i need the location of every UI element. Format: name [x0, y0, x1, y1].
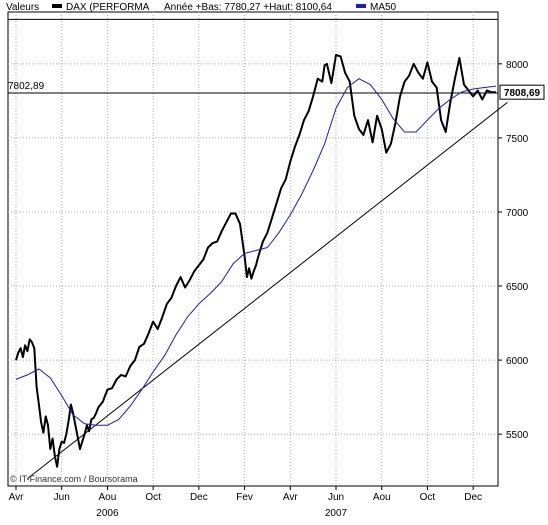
header-ma-label: MA50: [370, 2, 397, 13]
x-tick-label: Avr: [283, 492, 298, 503]
x-tick-label: Avr: [9, 492, 24, 503]
trendline-layer: [27, 101, 508, 479]
year-label: 2007: [325, 508, 348, 519]
legend-price-swatch: [52, 4, 62, 8]
header-valeurs-label: Valeurs: [6, 2, 39, 13]
x-tick-label: Oct: [145, 492, 161, 503]
y-tick-label: 7500: [506, 134, 529, 145]
y-tick-label: 6500: [506, 282, 529, 293]
x-tick-label: Aou: [99, 492, 117, 503]
support-trendline: [27, 101, 508, 479]
plot-frame: [7, 11, 499, 487]
year-label: 2006: [96, 508, 119, 519]
x-tick-label: Jun: [54, 492, 70, 503]
y-tick-label: 5500: [506, 430, 529, 441]
reference-line-label: 7802,89: [8, 81, 45, 92]
header-stats-label: Année +Bas: 7780,27 +Haut: 8100,64: [164, 2, 332, 13]
y-tick-label: 7000: [506, 208, 529, 219]
x-tick-label: Aou: [373, 492, 391, 503]
y-tick-label: 6000: [506, 356, 529, 367]
credit-text: © IT-Finance.com / Boursorama: [10, 474, 138, 484]
x-axis: Avr Jun Aou Oct Dec Fev Avr Jun Aou Oct Dec 2006 200…: [9, 486, 482, 519]
legend-ma-swatch: [356, 4, 366, 8]
series-layer: [15, 54, 497, 468]
last-value-box: [499, 84, 545, 100]
y-tick-label: 8000: [506, 60, 529, 71]
reference-lines: 7802,89: [8, 18, 498, 94]
x-tick-label: Oct: [420, 492, 436, 503]
x-tick-label: Dec: [190, 492, 208, 503]
x-tick-label: Dec: [464, 492, 482, 503]
y-axis: 5500 6000 6500 7000 7500 8000 7808,69: [498, 60, 545, 441]
x-tick-label: Fev: [236, 492, 253, 503]
last-value-label: 7808,69: [504, 88, 541, 99]
price-series-line: [15, 54, 496, 468]
x-tick-label: Jun: [328, 492, 344, 503]
header-series-label: DAX (PERFORMA: [66, 2, 150, 13]
grid-layer: [8, 12, 498, 486]
ma50-series-line: [15, 78, 497, 426]
